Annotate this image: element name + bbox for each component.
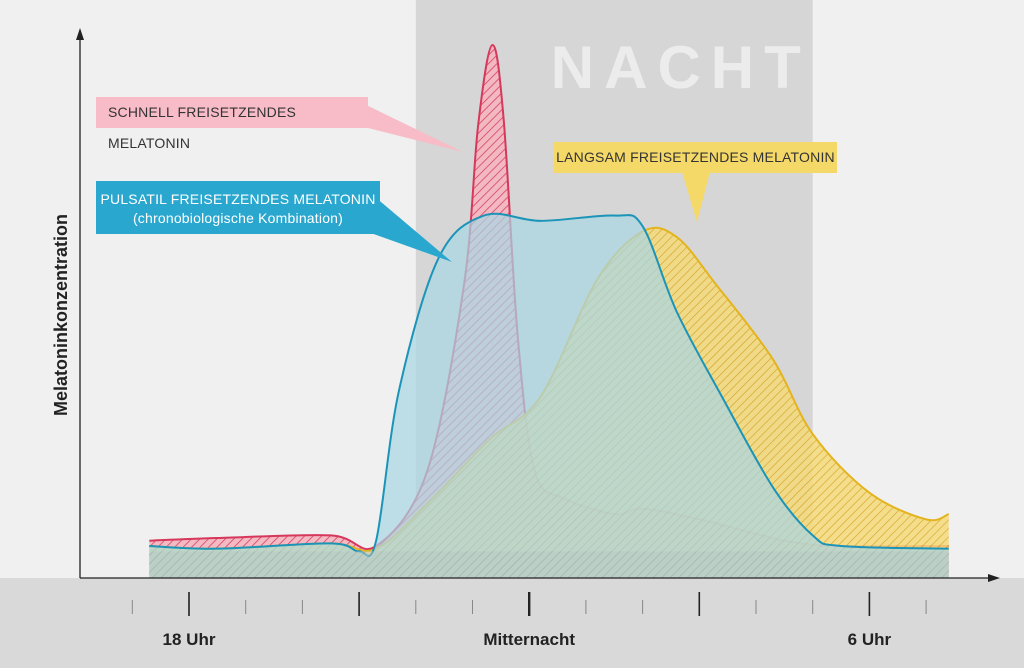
baseline-overlap-area [149,551,949,578]
x-axis-band [0,578,1024,668]
y-axis-label: Melatoninkonzentration [51,214,71,416]
slow-callout-pointer [682,172,710,222]
fast-callout: SCHNELL FREISETZENDES MELATONIN [96,97,368,151]
slow-callout: LANGSAM FREISETZENDES MELATONIN [554,142,837,173]
series-line-pulsatile [149,212,949,557]
pulsatile-callout: PULSATIL FREISETZENDES MELATONIN (chrono… [96,181,380,234]
x-tick-label-13: 6 Uhr [848,630,892,649]
series-layer [149,43,950,579]
y-axis-arrow [76,28,84,40]
pulsatile-callout-sublabel: (chronobiologische Kombination) [132,210,344,226]
pulsatile-callout-label: PULSATIL FREISETZENDES MELATONIN [100,191,376,207]
x-tick-layer: 18 Uhr Mitternacht 6 Uhr [131,592,927,649]
night-label: NACHT [551,34,811,101]
fast-callout-label: SCHNELL FREISETZENDES MELATONIN [108,104,297,151]
fast-callout-pointer [350,102,463,152]
x-tick-label-7: Mitternacht [483,630,575,649]
x-tick-label-1: 18 Uhr [163,630,216,649]
x-axis-arrow [988,574,1000,582]
series-area-pulsatile [149,213,949,579]
slow-callout-label: LANGSAM FREISETZENDES MELATONIN [556,149,835,165]
